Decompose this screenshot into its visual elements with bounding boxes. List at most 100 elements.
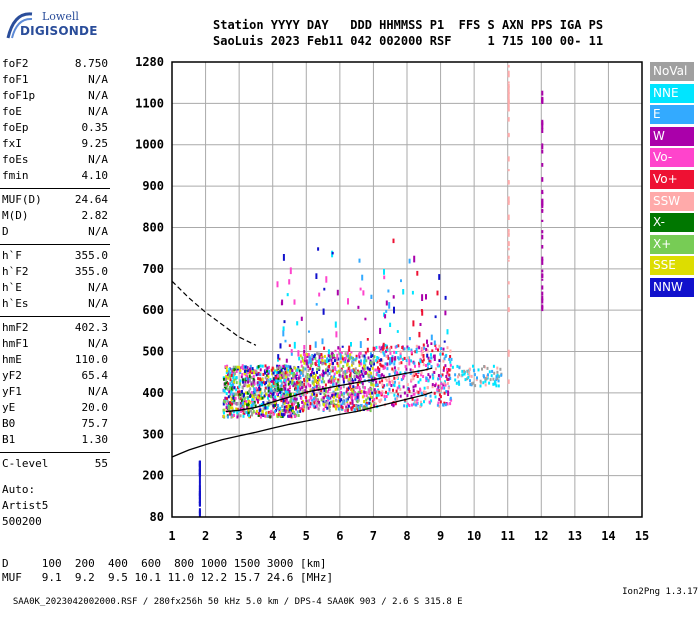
echo-point-0 <box>287 410 290 414</box>
echo-point-0 <box>228 394 231 398</box>
echo-point-2 <box>411 369 414 372</box>
echo-point-0 <box>262 413 265 417</box>
echo-point-0 <box>253 390 256 394</box>
echo-point-1 <box>345 405 348 409</box>
echo-point-1 <box>371 361 374 365</box>
echo-point-4 <box>446 329 449 335</box>
param-label: fmin <box>2 169 29 182</box>
echo-point-1 <box>363 394 366 398</box>
echo-point-0 <box>232 383 235 387</box>
echo-point-1 <box>371 399 374 403</box>
echo-point-1 <box>316 367 319 371</box>
echo-point-0 <box>283 378 286 382</box>
echo-point-2 <box>381 346 384 350</box>
trace-point-6 <box>541 121 544 125</box>
echo-point-4 <box>279 343 282 349</box>
echo-point-2 <box>426 386 429 390</box>
echo-point-4 <box>355 357 358 360</box>
echo-point-0 <box>287 382 290 386</box>
trace-point-5 <box>507 169 510 172</box>
echo-point-0 <box>272 389 275 393</box>
param-row-hmf2: hmF2 402.3 <box>2 320 108 336</box>
echo-point-0 <box>252 369 255 372</box>
echo-point-1 <box>371 354 374 358</box>
echo-point-0 <box>273 390 276 393</box>
x-tick-label: 10 <box>467 529 481 543</box>
echo-point-1 <box>311 354 314 357</box>
echo-point-2 <box>377 388 380 392</box>
echo-point-4 <box>366 338 369 341</box>
echo-point-3 <box>499 367 502 371</box>
trace-point-5 <box>507 259 510 262</box>
echo-point-0 <box>295 407 297 411</box>
echo-point-1 <box>370 381 373 385</box>
echo-point-1 <box>342 365 345 368</box>
echo-point-0 <box>290 407 293 411</box>
echo-point-1 <box>318 385 321 389</box>
echo-point-3 <box>492 382 495 386</box>
echo-point-0 <box>288 385 291 389</box>
echo-point-2 <box>440 382 443 386</box>
echo-point-1 <box>344 372 347 376</box>
echo-point-0 <box>232 392 235 396</box>
echo-point-2 <box>405 359 408 362</box>
echo-point-1 <box>320 353 323 356</box>
echo-point-1 <box>347 404 350 408</box>
echo-point-0 <box>239 371 242 375</box>
echo-point-2 <box>419 378 422 382</box>
echo-point-2 <box>403 356 406 360</box>
echo-point-0 <box>246 366 249 370</box>
echo-point-4 <box>282 330 285 337</box>
echo-point-2 <box>394 402 397 406</box>
echo-point-3 <box>468 371 471 375</box>
echo-point-0 <box>247 405 250 409</box>
echo-point-2 <box>400 378 403 382</box>
echo-point-3 <box>484 379 487 383</box>
param-label: h`F2 <box>2 265 29 278</box>
echo-point-0 <box>289 400 292 403</box>
echo-point-1 <box>324 394 327 398</box>
echo-point-2 <box>381 379 384 383</box>
echo-point-2 <box>426 344 429 348</box>
echo-point-0 <box>254 388 257 392</box>
trace-point-5 <box>507 200 510 205</box>
echo-point-3 <box>469 382 472 386</box>
echo-point-1 <box>340 405 343 408</box>
echo-point-0 <box>274 384 277 388</box>
echo-point-2 <box>413 371 416 375</box>
echo-point-1 <box>311 370 314 374</box>
trace-point-6 <box>541 291 544 296</box>
echo-point-1 <box>365 398 368 402</box>
echo-point-0 <box>280 399 283 403</box>
x-tick-label: 1 <box>168 529 175 543</box>
echo-point-0 <box>286 395 289 399</box>
echo-point-2 <box>396 376 399 379</box>
autoscaling-info-line: 500200 <box>2 515 42 528</box>
echo-point-0 <box>288 373 291 377</box>
echo-point-4 <box>393 306 395 314</box>
echo-point-0 <box>256 381 259 385</box>
echo-point-1 <box>328 397 331 401</box>
echo-point-2 <box>449 349 452 353</box>
echo-point-4 <box>407 347 410 351</box>
echo-point-1 <box>317 383 320 387</box>
echo-point-0 <box>251 398 254 402</box>
echo-point-0 <box>280 368 283 372</box>
echo-point-0 <box>276 366 279 370</box>
echo-point-2 <box>436 388 439 392</box>
echo-point-2 <box>383 384 386 388</box>
echo-point-1 <box>300 371 303 375</box>
echo-point-0 <box>290 408 293 412</box>
echo-point-1 <box>360 362 363 366</box>
echo-point-2 <box>406 402 409 406</box>
echo-point-1 <box>321 373 324 377</box>
echo-point-2 <box>374 368 377 372</box>
echo-point-2 <box>430 353 432 357</box>
echo-point-2 <box>408 404 411 407</box>
echo-point-0 <box>267 379 270 383</box>
echo-point-3 <box>461 373 464 377</box>
echo-point-0 <box>232 376 235 380</box>
echo-point-4 <box>431 349 434 353</box>
echo-point-0 <box>230 379 233 383</box>
param-row-yf2: yF2 65.4 <box>2 368 108 384</box>
